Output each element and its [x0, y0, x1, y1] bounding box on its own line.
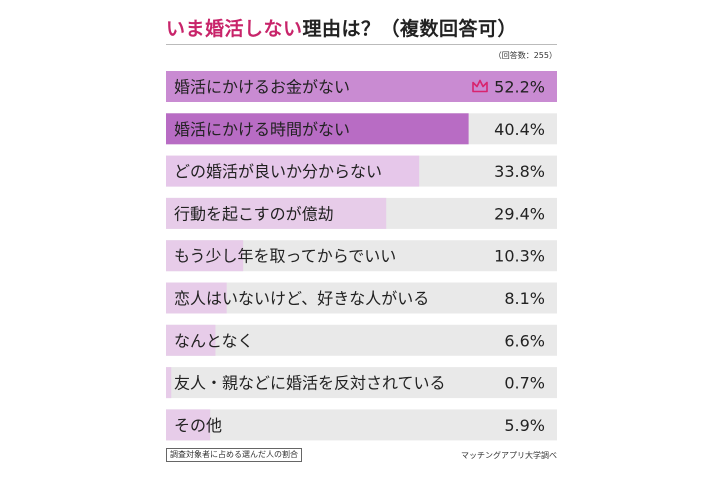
- bar-value-label: 8.1%: [504, 289, 545, 308]
- bar-value-label: 29.4%: [494, 204, 545, 223]
- crown-icon: [472, 79, 488, 93]
- footnote: 調査対象者に占める選んだ人の割合: [166, 448, 302, 462]
- bar-category-label: なんとなく: [174, 331, 254, 350]
- bar: [166, 282, 227, 314]
- bar-value-label: 52.2%: [494, 78, 545, 97]
- bar-value-label: 5.9%: [504, 416, 545, 435]
- source-credit: マッチングアプリ大学調べ: [461, 451, 557, 460]
- bar-category-label: 友人・親などに婚活を反対されている: [174, 374, 446, 393]
- bar-category-label: 婚活にかけるお金がない: [174, 78, 350, 97]
- bar: [166, 409, 211, 441]
- title-divider: [166, 44, 557, 45]
- bar: [166, 155, 420, 187]
- bar: [166, 113, 469, 145]
- bar: [166, 324, 216, 356]
- bar-track: [166, 282, 557, 314]
- bar-category-label: 恋人はいないけど、好きな人がいる: [174, 289, 429, 308]
- bar-value-label: 33.8%: [494, 162, 545, 181]
- bar-track: [166, 409, 557, 441]
- bar-value-label: 0.7%: [504, 374, 545, 393]
- bar: [166, 197, 387, 229]
- chart-title-rest: 理由は？（複数回答可）: [302, 18, 518, 40]
- bar-category-label: 婚活にかける時間がない: [174, 120, 350, 139]
- respondent-count: （回答数：255）: [493, 51, 557, 60]
- bar-category-label: もう少し年を取ってからでいい: [174, 247, 396, 266]
- bar: [166, 367, 172, 399]
- bar: [166, 71, 557, 102]
- bar-value-label: 6.6%: [504, 331, 545, 350]
- bar-category-label: その他: [174, 416, 222, 435]
- bar-track: [166, 324, 557, 356]
- bar-category-label: どの婚活が良いか分からない: [174, 162, 382, 181]
- bar: [166, 240, 244, 272]
- bar-track: [166, 367, 557, 399]
- bar-value-label: 10.3%: [494, 247, 545, 266]
- chart-title-accent: いま婚活しない: [166, 18, 303, 40]
- bar-value-label: 40.4%: [494, 120, 545, 139]
- bar-category-label: 行動を起こすのが億劫: [174, 204, 334, 223]
- chart-title: いま婚活しない理由は？（複数回答可）: [166, 14, 517, 41]
